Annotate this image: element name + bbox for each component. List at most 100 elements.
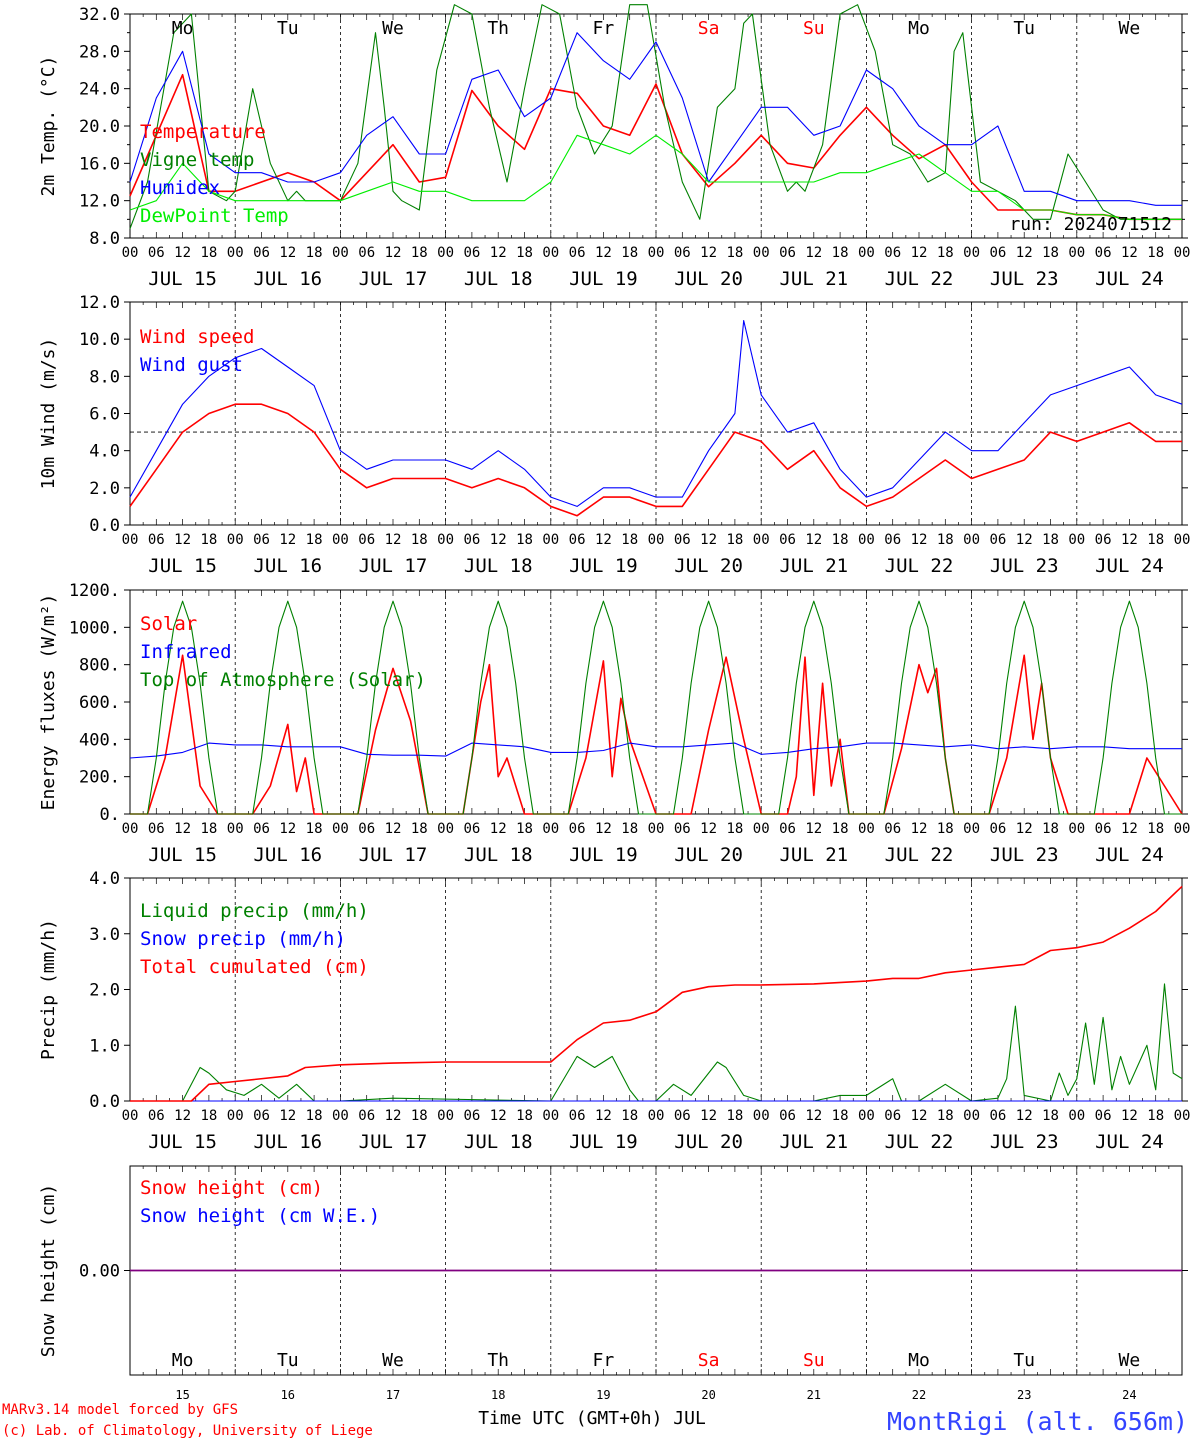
y-tick-label: 4.0 xyxy=(89,869,120,889)
hour-label: 00 xyxy=(227,821,244,837)
hour-label: 06 xyxy=(884,532,901,548)
legend-entry: Humidex xyxy=(140,177,220,199)
hour-label: 06 xyxy=(1095,245,1112,261)
hour-label: 12 xyxy=(595,1108,612,1124)
hour-label: 18 xyxy=(832,245,849,261)
day-name-label: We xyxy=(382,18,404,39)
hour-label: 06 xyxy=(253,245,270,261)
hour-label: 12 xyxy=(595,245,612,261)
day-name-label: Sa xyxy=(698,1350,720,1371)
date-label: JUL 16 xyxy=(253,555,322,577)
series-line-energy-2 xyxy=(130,600,1182,815)
date-label: JUL 18 xyxy=(464,844,533,866)
hour-label: 18 xyxy=(1042,532,1059,548)
day-name-label: Th xyxy=(487,1350,509,1371)
hour-label: 18 xyxy=(726,245,743,261)
hour-label: 12 xyxy=(805,532,822,548)
date-label: JUL 19 xyxy=(569,555,638,577)
hour-label: 12 xyxy=(1016,821,1033,837)
hour-label: 06 xyxy=(148,245,165,261)
date-label: JUL 22 xyxy=(885,844,954,866)
hour-label: 06 xyxy=(989,1108,1006,1124)
date-label: JUL 21 xyxy=(779,844,848,866)
hour-label: 00 xyxy=(542,532,559,548)
hour-label: 00 xyxy=(122,532,139,548)
date-label: JUL 16 xyxy=(253,268,322,290)
hour-label: 12 xyxy=(700,821,717,837)
date-label: JUL 21 xyxy=(779,1131,848,1153)
date-label: JUL 22 xyxy=(885,268,954,290)
hour-label: 12 xyxy=(174,245,191,261)
hour-label: 12 xyxy=(911,821,928,837)
hour-label: 06 xyxy=(463,1108,480,1124)
legend-entry: Wind gust xyxy=(140,354,243,376)
hour-label: 00 xyxy=(1068,821,1085,837)
date-label: JUL 16 xyxy=(253,844,322,866)
legend-entry: Liquid precip (mm/h) xyxy=(140,900,369,922)
hour-label: 12 xyxy=(490,245,507,261)
hour-label: 06 xyxy=(569,532,586,548)
date-label: JUL 17 xyxy=(359,844,428,866)
hour-label: 06 xyxy=(358,245,375,261)
hour-label: 18 xyxy=(726,532,743,548)
hour-label: 00 xyxy=(542,245,559,261)
y-tick-label: 8.0 xyxy=(89,229,120,249)
hour-label: 18 xyxy=(937,1108,954,1124)
legend-entry: Snow precip (mm/h) xyxy=(140,928,346,950)
day-number-label: 23 xyxy=(1017,1388,1031,1402)
day-name-label: Mo xyxy=(908,1350,930,1371)
hour-label: 12 xyxy=(805,245,822,261)
hour-label: 06 xyxy=(674,1108,691,1124)
hour-label: 06 xyxy=(884,1108,901,1124)
date-label: JUL 21 xyxy=(779,268,848,290)
hour-label: 18 xyxy=(1147,1108,1164,1124)
hour-label: 06 xyxy=(674,821,691,837)
hour-label: 00 xyxy=(437,245,454,261)
hour-label: 12 xyxy=(700,532,717,548)
hour-label: 18 xyxy=(306,1108,323,1124)
hour-label: 12 xyxy=(1121,1108,1138,1124)
hour-label: 18 xyxy=(726,821,743,837)
y-axis-label: 2m Temp. (°C) xyxy=(38,56,59,197)
y-tick-label: 10.0 xyxy=(79,330,120,350)
hour-label: 06 xyxy=(569,245,586,261)
hour-label: 12 xyxy=(911,532,928,548)
y-tick-label: 6.0 xyxy=(89,405,120,425)
hour-label: 00 xyxy=(1068,245,1085,261)
hour-label: 00 xyxy=(1174,245,1191,261)
hour-label: 06 xyxy=(989,821,1006,837)
hour-label: 18 xyxy=(832,821,849,837)
hour-label: 00 xyxy=(963,245,980,261)
hour-label: 06 xyxy=(1095,821,1112,837)
day-name-label: Su xyxy=(803,18,825,39)
y-tick-label: 600. xyxy=(79,693,120,713)
legend-entry: DewPoint Temp xyxy=(140,205,289,227)
y-tick-label: 2.0 xyxy=(89,981,120,1001)
hour-label: 06 xyxy=(148,1108,165,1124)
legend-entry: Total cumulated (cm) xyxy=(140,956,369,978)
date-label: JUL 23 xyxy=(990,1131,1059,1153)
y-tick-label: 400. xyxy=(79,730,120,750)
hour-label: 18 xyxy=(1147,821,1164,837)
y-tick-label: 3.0 xyxy=(89,925,120,945)
y-tick-label: 28.0 xyxy=(79,42,120,62)
hour-label: 12 xyxy=(595,821,612,837)
hour-label: 00 xyxy=(227,245,244,261)
hour-label: 12 xyxy=(385,532,402,548)
hour-label: 12 xyxy=(1016,532,1033,548)
y-tick-label: 4.0 xyxy=(89,442,120,462)
hour-label: 00 xyxy=(648,532,665,548)
date-label: JUL 20 xyxy=(674,555,743,577)
date-label: JUL 18 xyxy=(464,1131,533,1153)
hour-label: 00 xyxy=(753,532,770,548)
hour-label: 18 xyxy=(411,821,428,837)
y-axis-label: 10m Wind (m/s) xyxy=(38,338,59,490)
hour-label: 18 xyxy=(516,1108,533,1124)
day-name-label: We xyxy=(1119,1350,1141,1371)
hour-label: 18 xyxy=(832,532,849,548)
hour-label: 00 xyxy=(542,821,559,837)
hour-label: 18 xyxy=(411,245,428,261)
hour-label: 12 xyxy=(805,1108,822,1124)
hour-label: 12 xyxy=(911,245,928,261)
day-number-label: 17 xyxy=(386,1388,400,1402)
